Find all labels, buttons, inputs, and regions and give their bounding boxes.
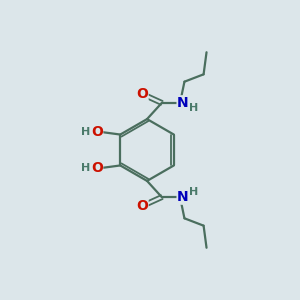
Text: H: H [81,164,91,173]
Text: N: N [177,190,189,204]
Text: O: O [91,124,103,139]
Text: N: N [177,96,189,110]
Text: O: O [136,87,148,101]
Text: H: H [189,187,198,197]
Text: O: O [91,161,103,176]
Text: H: H [81,127,91,136]
Text: H: H [189,103,198,113]
Text: O: O [136,199,148,213]
